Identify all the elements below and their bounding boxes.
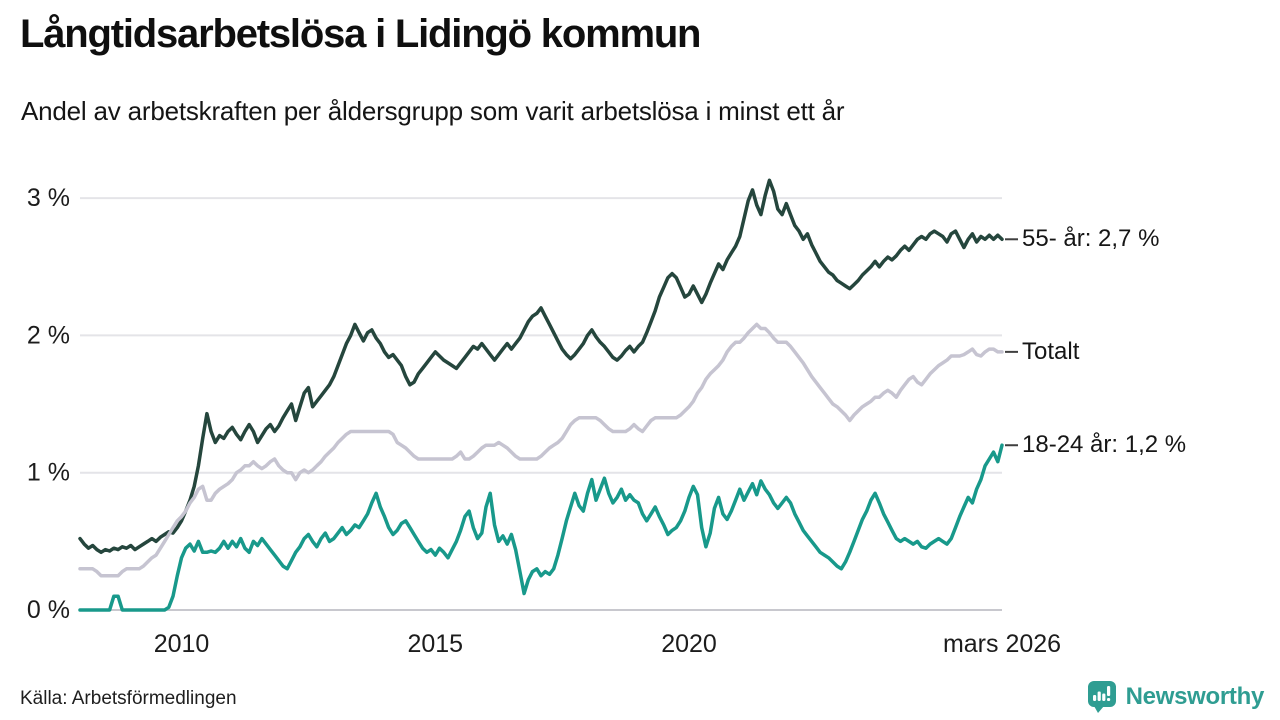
source-note: Källa: Arbetsförmedlingen (20, 688, 237, 709)
page-title: Långtidsarbetslösa i Lidingö kommun (20, 12, 701, 56)
y-tick-label: 2 % (27, 321, 70, 349)
series-end-label-55plus: 55- år: 2,7 % (1022, 225, 1160, 253)
newsworthy-logo: Newsworthy (1087, 680, 1264, 714)
series-end-label-18-24: 18-24 år: 1,2 % (1022, 431, 1187, 459)
x-tick-label: 2015 (407, 630, 463, 658)
x-axis-labels: 2010 2015 2020 mars 2026 (154, 630, 1061, 658)
y-axis-labels: 0 % 1 % 2 % 3 % (27, 184, 70, 624)
series-lines (78, 178, 1004, 612)
grid-lines (80, 197, 1002, 611)
x-tick-label: 2020 (661, 630, 717, 658)
line-chart-canvas: 0 % 1 % 2 % 3 % 2010 2015 2020 mars 2026 (27, 178, 1061, 658)
series-end-label-total: Totalt (1022, 337, 1080, 365)
page-subtitle: Andel av arbetskraften per åldersgrupp s… (21, 96, 845, 126)
y-tick-label: 3 % (27, 184, 70, 212)
y-tick-label: 0 % (27, 596, 70, 624)
series-line-18-24 (78, 443, 1004, 612)
series-line-55plus (78, 178, 1004, 555)
y-tick-label: 1 % (27, 459, 70, 487)
x-tick-label: mars 2026 (943, 630, 1061, 658)
newsworthy-logo-icon (1087, 681, 1116, 713)
x-tick-label: 2010 (154, 630, 210, 658)
line-chart: 0 % 1 % 2 % 3 % 2010 2015 2020 mars 2026 55- år… (0, 155, 1280, 675)
series-line-total (78, 322, 1004, 578)
newsworthy-logo-text: Newsworthy (1125, 683, 1265, 710)
